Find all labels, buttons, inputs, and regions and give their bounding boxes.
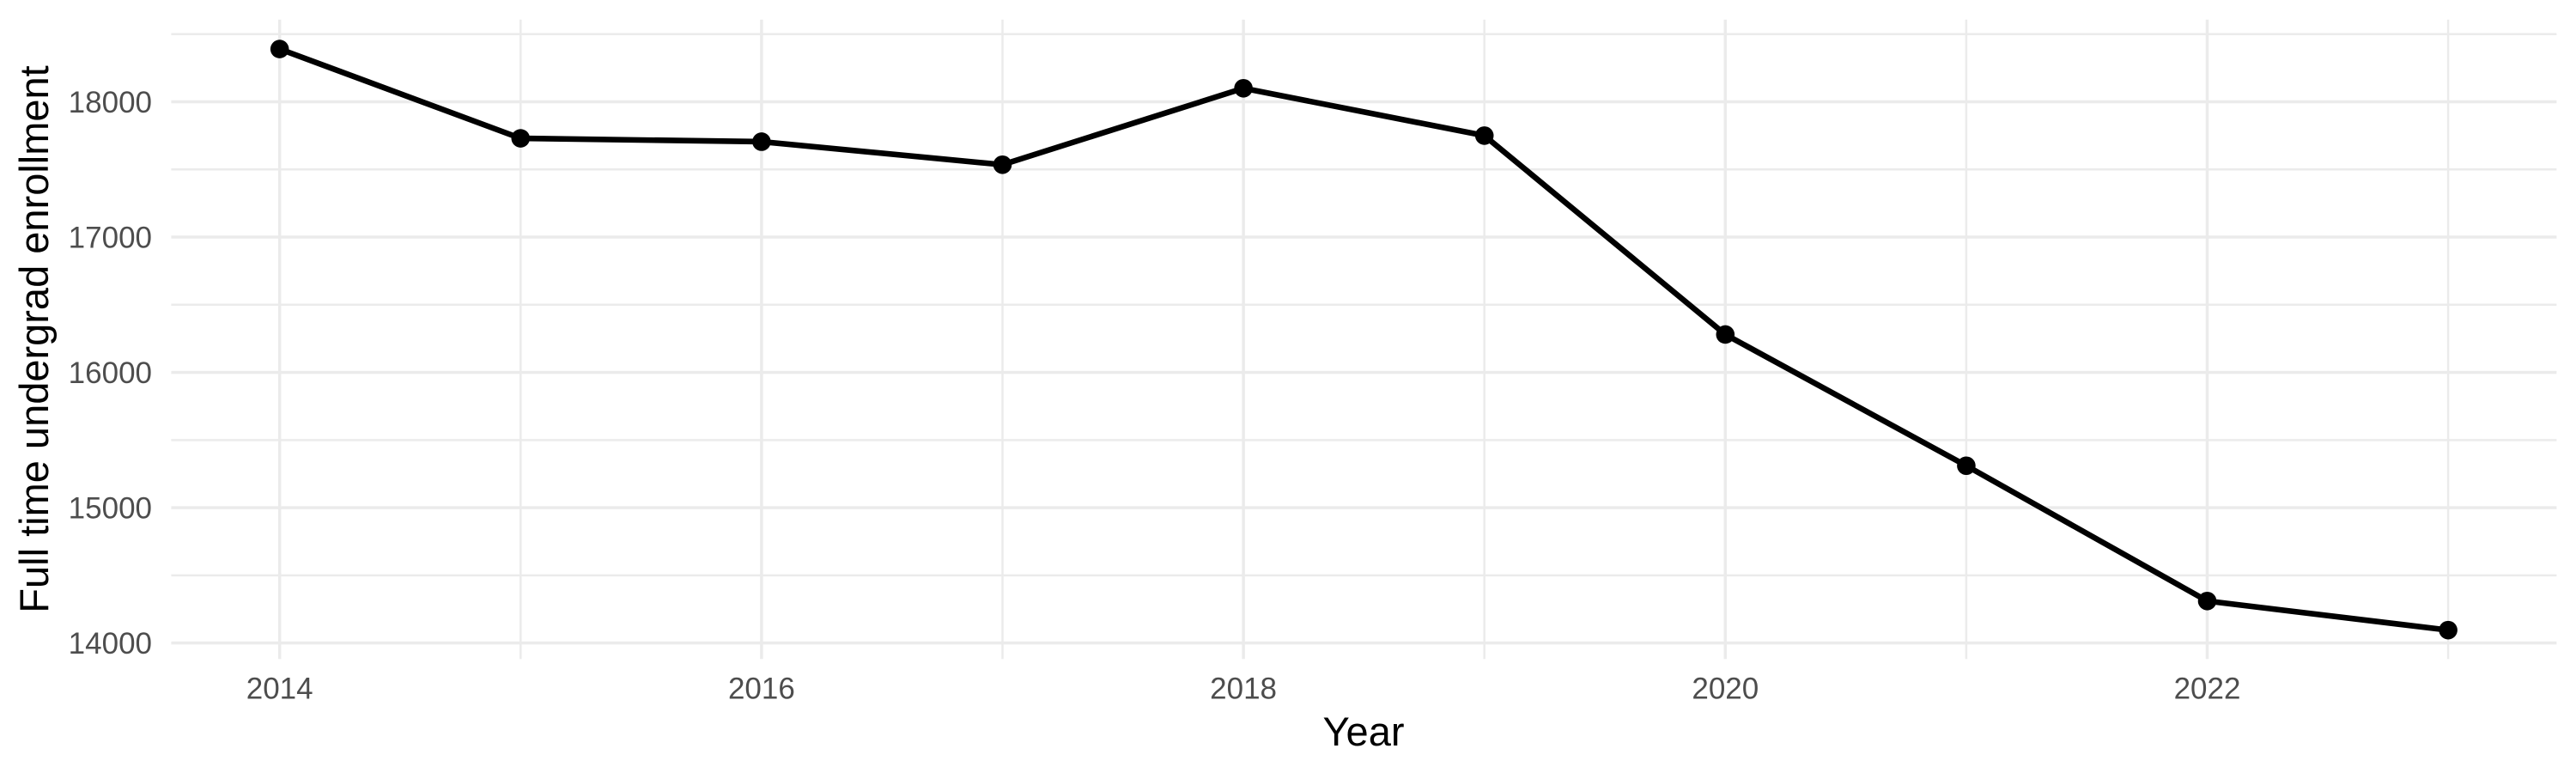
- data-point-2022: [2197, 591, 2217, 611]
- x-tick-label: 2016: [728, 673, 795, 706]
- data-point-2014: [270, 40, 289, 58]
- trend-line: [278, 46, 2449, 633]
- major-gridlines: [171, 19, 2557, 660]
- data-point-2019: [1474, 126, 1494, 145]
- y-axis-tick-labels: 14000 15000 16000 17000 18000: [69, 86, 152, 660]
- y-tick-label: 14000: [69, 627, 152, 660]
- x-tick-label: 2020: [1692, 673, 1759, 706]
- x-axis-tick-labels: 2014 2016 2018 2020 2022: [246, 673, 2241, 706]
- data-point-2020: [1716, 325, 1735, 344]
- x-tick-label: 2014: [246, 673, 313, 706]
- x-tick-label: 2022: [2174, 673, 2241, 706]
- data-point-2023: [2439, 620, 2458, 640]
- y-axis-title: Full time undergrad enrollment: [11, 65, 57, 612]
- x-tick-label: 2018: [1210, 673, 1277, 706]
- data-series: [270, 40, 2458, 640]
- data-point-2018: [1234, 78, 1253, 98]
- minor-gridlines: [171, 19, 2557, 660]
- data-point-2015: [511, 129, 531, 148]
- data-point-2021: [1957, 456, 1976, 476]
- y-tick-label: 18000: [69, 86, 152, 119]
- y-tick-label: 17000: [69, 222, 152, 255]
- x-axis-title: Year: [1323, 709, 1405, 754]
- y-tick-label: 16000: [69, 356, 152, 390]
- y-tick-label: 15000: [69, 492, 152, 526]
- data-point-2016: [752, 132, 771, 151]
- data-point-2017: [993, 155, 1012, 174]
